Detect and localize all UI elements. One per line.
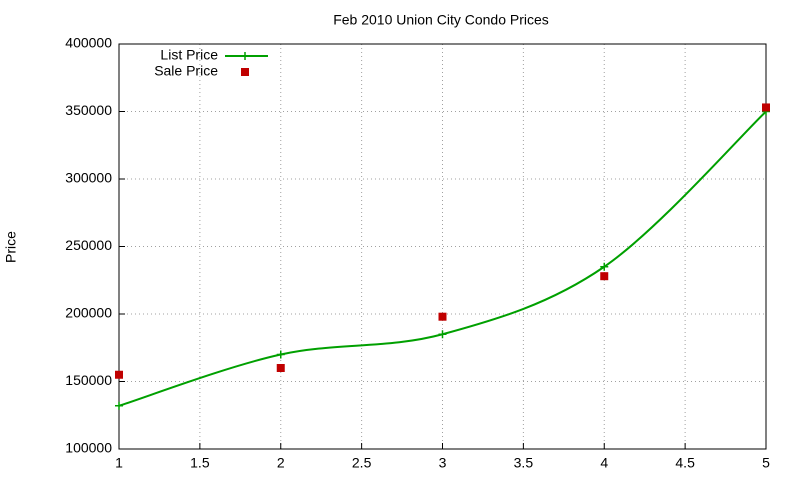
legend-swatch (241, 52, 249, 60)
point-marker (762, 103, 770, 112)
x-tick-label: 1 (115, 455, 123, 471)
plot-frame (118, 43, 767, 450)
y-tick-label: 150000 (65, 372, 112, 388)
point-marker (276, 364, 285, 372)
point-marker (115, 401, 123, 410)
point-marker (600, 272, 609, 281)
x-tick-label: 5 (762, 455, 770, 471)
chart-title: Feb 2010 Union City Condo Prices (333, 12, 549, 28)
y-tick-label: 400000 (65, 35, 112, 51)
y-tick-label: 300000 (65, 170, 112, 186)
legend-label: Sale Price (154, 63, 218, 79)
x-tick-label: 1.5 (190, 455, 210, 471)
point-marker (438, 330, 447, 339)
y-tick-label: 250000 (65, 237, 112, 253)
point-marker (600, 262, 609, 271)
x-tick-label: 3 (439, 455, 447, 471)
series-line (118, 110, 767, 407)
x-tick-label: 3.5 (514, 455, 534, 471)
y-tick-label: 350000 (65, 102, 112, 118)
legend-label: List Price (160, 47, 218, 63)
y-tick-label: 200000 (65, 305, 112, 321)
point-marker (276, 350, 285, 359)
y-axis-label: Price (3, 231, 19, 263)
point-marker (438, 312, 447, 321)
y-tick-label: 100000 (65, 440, 112, 456)
x-tick-label: 2 (277, 455, 285, 471)
x-tick-label: 2.5 (352, 455, 372, 471)
point-marker (115, 370, 123, 379)
x-tick-label: 4.5 (675, 455, 695, 471)
x-tick-label: 4 (600, 455, 608, 471)
legend-swatch (241, 68, 249, 76)
